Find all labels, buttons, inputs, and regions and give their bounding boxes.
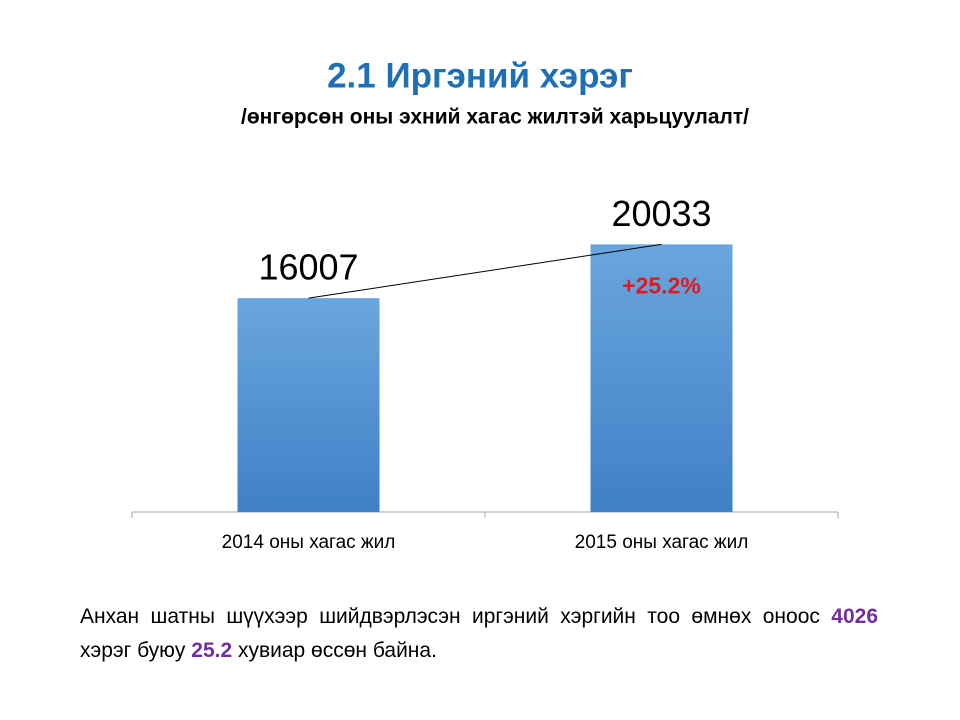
bar [237,298,380,512]
x-tick-label: 2014 оны хагас жил [222,532,396,553]
chart-title: 2.1 Иргэний хэрэг [327,56,633,95]
x-tick-label: 2015 оны хагас жил [575,532,749,553]
change-annotation: +25.2% [622,272,701,298]
bar [590,244,733,512]
trend-line [308,243,662,299]
chart-subtitle: /өнгөрсөн оны эхний хагас жилтэй харьцуу… [241,106,749,129]
highlight: 25.2 [191,639,233,662]
text: Анхан шатны шүүхээр шийдвэрлэсэн иргэний… [80,605,832,628]
text: хувиар өссөн байна. [232,639,437,662]
data-label: 20033 [611,193,711,234]
text: хэрэг буюу [80,639,192,662]
highlight: 4026 [831,605,878,628]
summary-text: Анхан шатны шүүхээр шийдвэрлэсэн иргэний… [80,600,878,668]
data-label: 16007 [258,247,358,288]
